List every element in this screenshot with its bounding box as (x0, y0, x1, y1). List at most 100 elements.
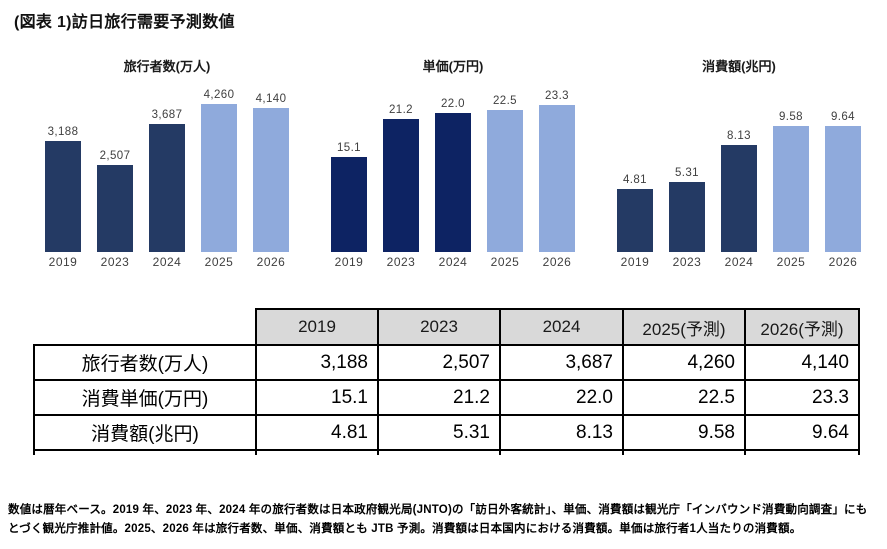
table-cell: 4.81 (255, 414, 379, 451)
bar-group: 4.81 (617, 174, 653, 252)
x-axis: 2019 2023 2024 2025 2026 (617, 255, 861, 269)
table-corner-blank (34, 309, 256, 345)
bar (97, 164, 133, 252)
bar (253, 108, 289, 252)
bar-group: 3,687 (149, 109, 185, 252)
table-cell: 2,507 (377, 344, 501, 381)
table-cell: 3,687 (499, 344, 624, 381)
bar-value-label: 22.5 (493, 95, 517, 108)
x-tick-label: 2024 (438, 255, 468, 269)
bar-value-label: 9.64 (831, 110, 855, 123)
bar-chart-travelers: 旅行者数(万人) 3,188 2,507 3,687 4,260 (45, 56, 289, 269)
table-cell: 4,260 (622, 344, 746, 381)
data-table: 2019 2023 2024 2025(予測) 2026(予測) 旅行者数(万人… (33, 308, 860, 455)
table-row: 旅行者数(万人) 3,188 2,507 3,687 4,260 4,140 (33, 344, 860, 381)
x-axis: 2019 2023 2024 2025 2026 (331, 255, 575, 269)
table-cell: 23.3 (744, 379, 860, 416)
bar (721, 145, 757, 252)
x-tick-label: 2024 (152, 255, 182, 269)
bar-group: 8.13 (721, 130, 757, 252)
bar-value-label: 4,260 (203, 88, 235, 101)
plot-area: 3,188 2,507 3,687 4,260 4,140 (45, 77, 289, 252)
table-cell: 5.31 (377, 414, 501, 451)
footnote: 数値は暦年ベース。2019 年、2023 年、2024 年の旅行者数は日本政府観… (8, 504, 868, 535)
bar-group: 5.31 (669, 167, 705, 252)
chart-title: 単価(万円) (422, 59, 484, 74)
page-title: (図表 1)訪日旅行需要予測数値 (14, 14, 235, 31)
bar-value-label: 15.1 (337, 141, 361, 154)
table-cell: 9.58 (622, 414, 746, 451)
bar (383, 118, 419, 252)
bar-value-label: 8.13 (727, 130, 751, 143)
table-header-cell: 2019 (255, 308, 379, 346)
x-tick-label: 2023 (386, 255, 416, 269)
row-label: 消費単価(万円) (33, 379, 257, 416)
table-cell: 15.1 (255, 379, 379, 416)
x-tick-label: 2025 (776, 255, 806, 269)
bar-chart-spending: 消費額(兆円) 4.81 5.31 8.13 9.58 (617, 56, 861, 269)
bar-value-label: 3,687 (151, 108, 183, 121)
bar-group: 2,507 (97, 150, 133, 252)
table-border-stub-row (33, 449, 860, 455)
bar (487, 110, 523, 252)
table-cell: 9.64 (744, 414, 860, 451)
x-tick-label: 2025 (204, 255, 234, 269)
table-header-row: 2019 2023 2024 2025(予測) 2026(予測) (34, 308, 860, 346)
bar-group: 22.5 (487, 95, 523, 252)
table-cell: 4,140 (744, 344, 860, 381)
table-cell: 22.0 (499, 379, 624, 416)
table-row: 消費単価(万円) 15.1 21.2 22.0 22.5 23.3 (33, 379, 860, 416)
x-tick-label: 2023 (100, 255, 130, 269)
bar (773, 126, 809, 252)
bar (539, 105, 575, 252)
x-tick-label: 2026 (828, 255, 858, 269)
table-header-cell: 2023 (377, 308, 501, 346)
bar-group: 3,188 (45, 126, 81, 252)
bar-value-label: 3,188 (47, 126, 79, 139)
bar-group: 21.2 (383, 104, 419, 252)
bar-group: 22.0 (435, 98, 471, 252)
bar-group: 4,140 (253, 93, 289, 252)
table-cell: 22.5 (622, 379, 746, 416)
table-row: 消費額(兆円) 4.81 5.31 8.13 9.58 9.64 (33, 414, 860, 451)
plot-area: 15.1 21.2 22.0 22.5 23.3 (331, 77, 575, 252)
bar (435, 113, 471, 252)
row-label: 消費額(兆円) (33, 414, 257, 451)
bar-group: 4,260 (201, 89, 237, 252)
bar-value-label: 4.81 (623, 173, 647, 186)
x-tick-label: 2019 (48, 255, 78, 269)
bar-value-label: 22.0 (441, 98, 465, 111)
x-tick-label: 2024 (724, 255, 754, 269)
bar (201, 103, 237, 252)
chart-title: 旅行者数(万人) (123, 59, 211, 74)
table-cell: 3,188 (255, 344, 379, 381)
bar (331, 156, 367, 252)
bar (45, 141, 81, 252)
bar-value-label: 2,507 (99, 149, 131, 162)
bar-value-label: 9.58 (779, 111, 803, 124)
bar (825, 125, 861, 252)
charts-row: 旅行者数(万人) 3,188 2,507 3,687 4,260 (0, 56, 887, 269)
bar (669, 182, 705, 252)
row-label: 旅行者数(万人) (33, 344, 257, 381)
table-cell: 21.2 (377, 379, 501, 416)
chart-title: 消費額(兆円) (702, 59, 776, 74)
bar-group: 9.64 (825, 111, 861, 252)
bar-value-label: 4,140 (255, 93, 287, 105)
bar-group: 15.1 (331, 142, 367, 252)
x-tick-label: 2019 (620, 255, 650, 269)
table-header-cell: 2025(予測) (622, 308, 746, 346)
x-tick-label: 2026 (542, 255, 572, 269)
bar-chart-unit-price: 単価(万円) 15.1 21.2 22.0 22.5 (331, 56, 575, 269)
bar-group: 9.58 (773, 111, 809, 252)
table-header-cell: 2024 (499, 308, 624, 346)
x-tick-label: 2026 (256, 255, 286, 269)
bar-group: 23.3 (539, 90, 575, 252)
bar (617, 188, 653, 252)
x-tick-label: 2025 (490, 255, 520, 269)
plot-area: 4.81 5.31 8.13 9.58 9.64 (617, 77, 861, 252)
bar-value-label: 23.3 (545, 90, 569, 103)
page: (図表 1)訪日旅行需要予測数値 旅行者数(万人) 3,188 2,507 3,… (0, 8, 887, 549)
table-header-cell: 2026(予測) (744, 308, 860, 346)
x-axis: 2019 2023 2024 2025 2026 (45, 255, 289, 269)
